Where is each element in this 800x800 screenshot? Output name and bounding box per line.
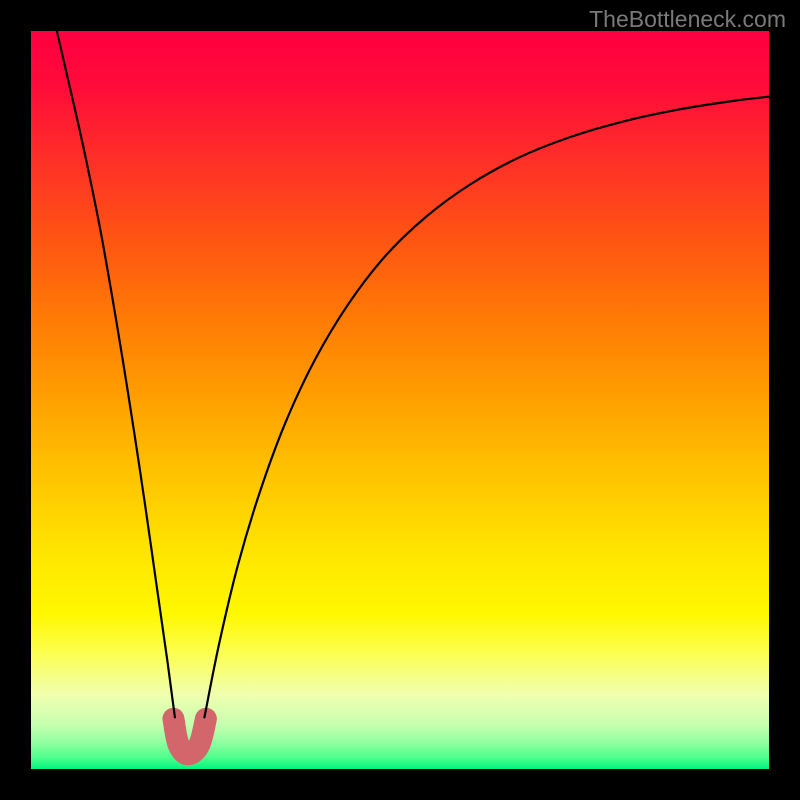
watermark-text: TheBottleneck.com	[589, 6, 786, 33]
bottleneck-chart	[0, 0, 800, 800]
chart-container: TheBottleneck.com	[0, 0, 800, 800]
chart-background	[31, 31, 769, 769]
